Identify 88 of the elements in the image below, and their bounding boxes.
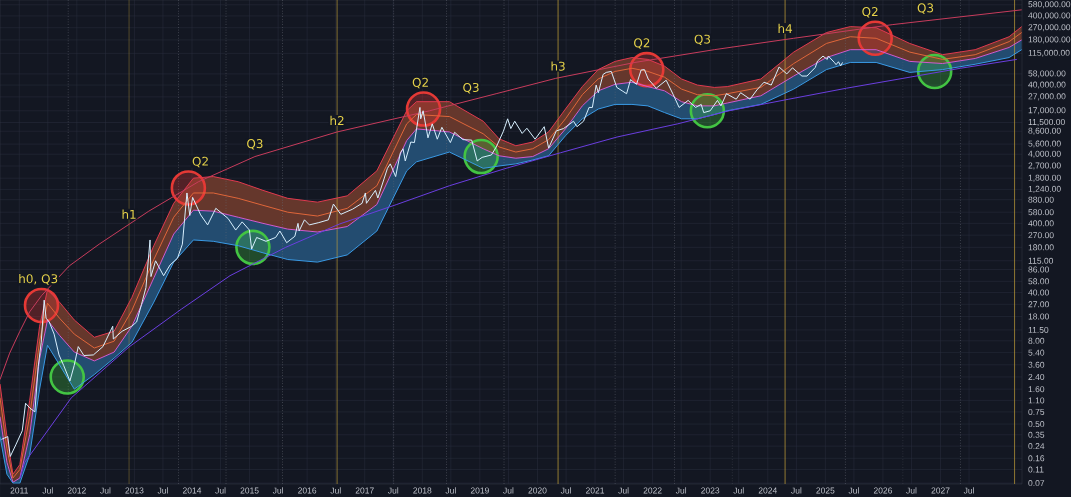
y-tick-label: 40.00 [1028,289,1049,296]
x-tick-label: Jul [387,487,399,494]
annotation: Q2 [192,156,208,168]
annotation: Q2 [412,77,428,89]
annotation: Q3 [694,34,711,46]
x-tick-label: Jul [560,487,571,494]
y-tick-label: 27.00 [1028,301,1049,308]
annotation: Q3 [463,82,479,94]
y-tick-label: 58.00 [1028,278,1049,285]
x-tick-label: Jul [503,487,514,494]
x-tick-label: 2011 [10,487,28,494]
y-tick-label: 8,600.00 [1028,127,1061,135]
x-tick-label: 2017 [355,487,374,494]
y-tick-label: 18.00 [1028,313,1049,320]
x-tick-label: Jul [848,487,859,494]
y-tick-label: 58,000.00 [1028,70,1066,78]
x-tick-label: 2015 [240,487,259,494]
annotation: h1 [122,209,136,219]
y-tick-label: 8.00 [1028,337,1045,344]
y-tick-label: 0.16 [1028,455,1045,462]
x-tick-label: 2025 [816,487,835,494]
y-tick-label: 400.00 [1028,220,1054,227]
y-tick-label: 115.00 [1028,257,1054,264]
x-tick-label: 2014 [182,487,202,494]
x-tick-label: 2016 [298,487,317,494]
x-tick-label: Jul [791,487,802,494]
y-tick-label: 17,000.00 [1028,107,1066,115]
y-tick-label: 2,700.00 [1028,162,1061,170]
x-tick-label: Jul [42,487,53,494]
y-tick-label: 1,240.00 [1028,185,1061,193]
annotation: h3 [551,61,565,71]
x-tick-label: Jul [445,487,456,494]
y-tick-label: 2.40 [1028,373,1045,380]
x-tick-label: 2023 [701,487,720,494]
x-tick-label: 2018 [413,487,432,494]
y-tick-label: 4,000.00 [1028,150,1061,158]
y-tick-label: 5,600.00 [1028,140,1061,148]
annotation: h4 [778,23,793,33]
y-tick-label: 11.50 [1028,326,1049,333]
x-tick-label: 2019 [470,487,489,494]
y-tick-label: 880.00 [1028,196,1054,203]
y-tick-label: 180,000.00 [1028,36,1071,44]
annotation: Q2 [862,7,878,18]
y-tick-label: 11,500.00 [1028,119,1065,127]
y-tick-label: 3.60 [1028,361,1045,368]
annotation: h0, Q3 [19,273,58,285]
x-tick-label: 2012 [67,487,86,494]
y-tick-label: 86.00 [1028,266,1049,273]
y-tick-label: 115,000.00 [1028,49,1070,57]
y-tick-label: 0.24 [1028,443,1045,450]
y-tick-label: 180.00 [1028,244,1054,251]
y-tick-label: 580,000.00 [1028,1,1071,9]
x-tick-label: 2024 [758,487,777,494]
annotation: Q2 [634,38,650,49]
x-tick-label: 2020 [528,487,547,494]
x-tick-label: Jul [963,487,974,494]
x-tick-label: 2021 [586,487,605,494]
y-tick-label: 1.60 [1028,386,1045,393]
y-tick-label: 0.11 [1028,466,1044,473]
y-tick-label: 40,000.00 [1028,81,1066,89]
x-tick-label: Jul [157,487,168,494]
x-tick-label: Jul [330,487,341,494]
y-tick-label: 270,000.00 [1028,24,1071,32]
y-tick-label: 1,800.00 [1028,174,1061,182]
x-tick-label: Jul [100,487,111,494]
annotation: h2 [330,115,344,125]
x-tick-label: Jul [906,487,917,494]
x-tick-label: Jul [733,487,744,494]
x-tick-label: 2027 [931,487,950,494]
y-tick-label: 5.40 [1028,349,1045,356]
x-tick-label: Jul [675,487,687,494]
y-tick-label: 27,000.00 [1028,93,1066,101]
y-tick-label: 270.00 [1028,232,1054,239]
y-tick-label: 0.07 [1028,480,1045,487]
x-tick-label: Jul [272,487,283,494]
x-tick-label: 2022 [643,487,662,494]
y-tick-label: 580.00 [1028,209,1054,216]
y-tick-label: 0.75 [1028,408,1045,415]
x-tick-label: 2026 [873,487,893,494]
y-tick-label: 1.10 [1028,397,1045,404]
annotation: Q3 [247,139,263,150]
x-tick-label: 2013 [125,487,144,494]
annotation: Q3 [917,3,934,14]
y-tick-label: 0.50 [1028,421,1045,428]
x-tick-label: Jul [215,487,226,494]
y-tick-label: 400,000.00 [1028,12,1071,20]
x-tick-label: Jul [618,487,629,494]
y-tick-label: 0.35 [1028,431,1045,438]
